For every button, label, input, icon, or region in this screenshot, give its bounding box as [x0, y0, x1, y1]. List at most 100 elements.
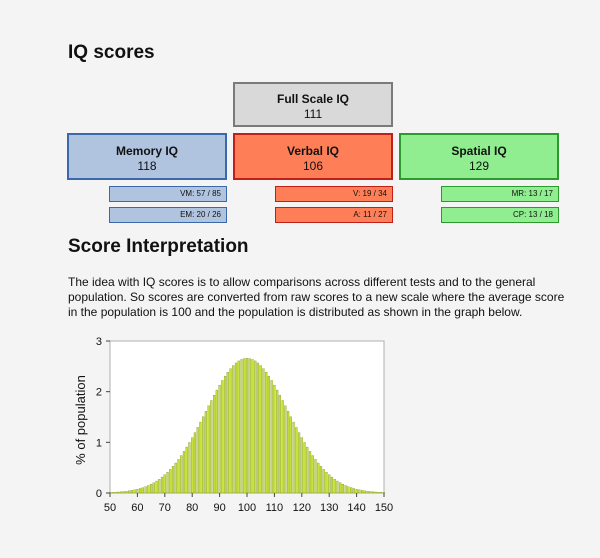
interpretation-heading: Score Interpretation [68, 236, 249, 257]
chart-bar [163, 474, 166, 494]
chart-bar [202, 416, 205, 494]
chart-bar [281, 400, 284, 494]
chart-bar [319, 466, 323, 494]
chart-bar [284, 405, 287, 494]
spatial-subscore-cp: CP: 13 / 18 [441, 207, 559, 223]
chart-bar [166, 472, 169, 494]
chart-bar [350, 487, 353, 494]
chart-bar [152, 482, 155, 494]
chart-bar [347, 486, 350, 494]
chart-bar [158, 479, 161, 494]
chart-bar [122, 491, 125, 494]
chart-bar [215, 389, 218, 494]
chart-bar [336, 480, 339, 494]
x-tick-label: 80 [186, 502, 198, 514]
chart-bar [229, 368, 232, 494]
chart-bar [232, 365, 235, 494]
chart-bar [188, 442, 191, 494]
chart-bar [169, 469, 172, 494]
x-tick-label: 120 [293, 502, 311, 514]
chart-bar [297, 432, 301, 494]
chart-bar [243, 358, 246, 494]
chart-bar [352, 488, 355, 494]
chart-bar [240, 359, 243, 494]
chart-bar [358, 489, 361, 494]
chart-bar [286, 411, 290, 494]
chart-bar [125, 491, 128, 494]
x-tick-label: 60 [131, 502, 143, 514]
chart-bar [248, 358, 251, 494]
chart-bar [256, 362, 260, 494]
chart-bar [182, 451, 186, 494]
chart-bar [330, 476, 334, 494]
chart-bar [360, 490, 364, 494]
chart-bar [234, 362, 238, 494]
chart-bar [371, 491, 375, 494]
chart-bar [355, 488, 358, 494]
chart-bar [262, 368, 265, 494]
chart-bar [174, 462, 177, 494]
x-tick-label: 90 [213, 502, 225, 514]
chart-bar [267, 375, 271, 494]
chart-bar [193, 432, 197, 494]
chart-bar [207, 405, 210, 494]
chart-bar [223, 375, 227, 494]
y-tick-label: 3 [96, 336, 102, 348]
chart-bar [177, 459, 180, 494]
chart-bar [369, 491, 372, 494]
chart-bar [226, 372, 229, 494]
y-tick-label: 2 [96, 387, 102, 399]
chart-bar [119, 491, 123, 494]
chart-bar [317, 462, 320, 494]
chart-bar [303, 442, 306, 494]
chart-bar [171, 466, 175, 494]
chart-bar [221, 380, 224, 494]
chart-bar [147, 485, 150, 494]
page-title: IQ scores [68, 42, 155, 63]
chart-bar [289, 416, 292, 494]
x-tick-label: 100 [238, 502, 256, 514]
spatial-iq-box: Spatial IQ 129 [399, 133, 559, 180]
chart-bar [341, 483, 345, 494]
chart-bar [204, 411, 208, 494]
spatial-iq-label: Spatial IQ [451, 144, 507, 158]
chart-bar [308, 451, 312, 494]
verbal-iq-label: Verbal IQ [286, 144, 340, 158]
full-scale-iq-label: Full Scale IQ [276, 92, 350, 106]
chart-bar [114, 492, 117, 494]
chart-bar [191, 437, 194, 494]
chart-bar [210, 400, 213, 494]
chart-bar [259, 365, 262, 494]
chart-bar [333, 479, 336, 494]
chart-bar [374, 491, 377, 494]
chart-bar [382, 492, 386, 494]
memory-iq-label: Memory IQ [115, 144, 178, 158]
memory-subscore-vm: VM: 57 / 85 [109, 186, 227, 202]
chart-bar [111, 492, 114, 494]
y-tick-label: 1 [96, 437, 102, 449]
chart-bar [328, 474, 331, 494]
x-tick-label: 110 [266, 502, 284, 514]
full-scale-iq-box: Full Scale IQ 111 [233, 82, 393, 127]
verbal-iq-box: Verbal IQ 106 [233, 133, 393, 180]
chart-bar [213, 395, 216, 494]
memory-subscore-em: EM: 20 / 26 [109, 207, 227, 223]
verbal-subscore-v: V: 19 / 34 [275, 186, 393, 202]
iq-distribution-chart: 50 60 70 80 90 100 110 120 130 140 150 0 1 2 3 % of pop… [73, 336, 393, 514]
memory-iq-value: 118 [137, 159, 157, 173]
chart-bar [276, 389, 279, 494]
chart-bar [377, 492, 380, 494]
y-axis-label: % of population [73, 375, 88, 465]
chart-bar [363, 490, 366, 494]
chart-bar [117, 491, 120, 494]
x-tick-label: 140 [347, 502, 365, 514]
chart-bar [199, 421, 202, 494]
chart-bar [339, 482, 342, 494]
chart-bar [139, 488, 142, 494]
chart-bar [380, 492, 383, 494]
chart-bar [237, 360, 240, 494]
chart-bar [180, 455, 183, 494]
x-tick-label: 130 [320, 502, 338, 514]
chart-bar [141, 487, 144, 494]
chart-bar [270, 380, 273, 494]
